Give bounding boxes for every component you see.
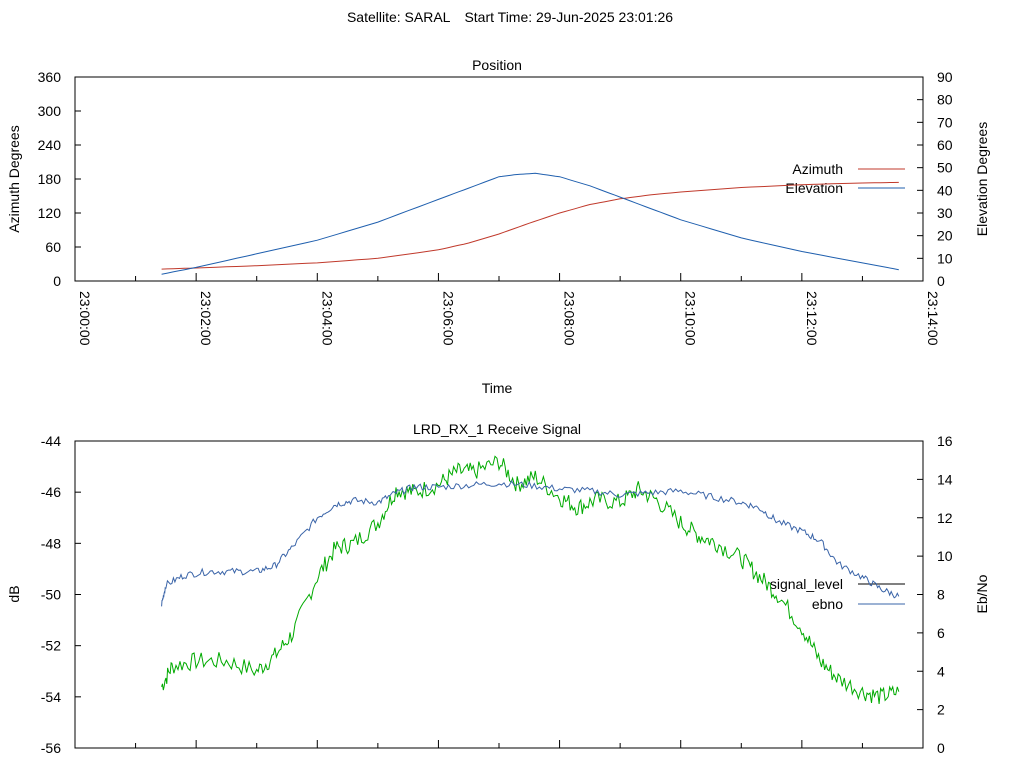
position-chart-title: Position xyxy=(472,57,522,73)
signal-y2-tick-label: 8 xyxy=(937,587,945,603)
header-start-time: Start Time: 29-Jun-2025 23:01:26 xyxy=(464,9,673,25)
position-series-azimuth xyxy=(161,181,899,270)
position-x-tick-label: 23:12:00 xyxy=(804,291,820,346)
signal-y2-tick-label: 12 xyxy=(937,510,953,526)
receive-signal-chart: LRD_RX_1 Receive Signal dB Eb/No signal_… xyxy=(6,421,990,756)
header-satellite: Satellite: SARAL xyxy=(347,9,451,25)
position-y2-tick-label: 0 xyxy=(937,273,945,289)
position-y2-tick-label: 50 xyxy=(937,160,953,176)
position-series-elevation xyxy=(161,172,899,275)
position-chart: Position Azimuth Degrees Elevation Degre… xyxy=(6,57,990,396)
position-y-tick-label: 360 xyxy=(38,69,62,85)
signal-y-tick-label: -44 xyxy=(41,433,61,449)
position-y2-tick-label: 30 xyxy=(937,205,953,221)
position-y-tick-label: 240 xyxy=(38,137,62,153)
position-y-axis-label: Azimuth Degrees xyxy=(6,125,22,232)
position-y2-tick-label: 40 xyxy=(937,182,953,198)
signal-y2-tick-label: 6 xyxy=(937,625,945,641)
position-x-tick-label: 23:08:00 xyxy=(562,291,578,346)
position-x-tick-label: 23:06:00 xyxy=(440,291,456,346)
position-x-tick-label: 23:04:00 xyxy=(319,291,335,346)
position-y-tick-label: 180 xyxy=(38,171,62,187)
position-y2-axis-label: Elevation Degrees xyxy=(974,122,990,236)
signal-y2-tick-label: 10 xyxy=(937,548,953,564)
position-y-tick-label: 120 xyxy=(38,205,62,221)
signal-y2-tick-label: 16 xyxy=(937,433,953,449)
signal-y-tick-label: -46 xyxy=(41,484,61,500)
signal-y-tick-label: -54 xyxy=(41,689,61,705)
legend-ebno-label: ebno xyxy=(812,596,843,612)
signal-y2-axis-label: Eb/No xyxy=(974,574,990,613)
position-y-tick-label: 60 xyxy=(45,239,61,255)
signal-y-tick-label: -48 xyxy=(41,535,61,551)
position-x-tick-label: 23:00:00 xyxy=(77,291,93,346)
signal-y2-tick-label: 2 xyxy=(937,702,945,718)
legend-signal-level-label: signal_level xyxy=(770,576,843,592)
signal-y2-tick-label: 14 xyxy=(937,471,953,487)
position-y2-tick-label: 60 xyxy=(937,137,953,153)
signal-y-tick-label: -56 xyxy=(41,740,61,756)
legend-elevation-label: Elevation xyxy=(785,180,843,196)
signal-series-ebno xyxy=(161,479,900,607)
position-x-tick-label: 23:10:00 xyxy=(683,291,699,346)
signal-y2-tick-label: 4 xyxy=(937,663,945,679)
signal-y-tick-label: -50 xyxy=(41,587,61,603)
position-y-tick-label: 300 xyxy=(38,103,62,119)
signal-y-axis-label: dB xyxy=(6,585,22,602)
signal-chart-title: LRD_RX_1 Receive Signal xyxy=(413,421,581,437)
signal-series-signal-level xyxy=(161,455,900,704)
legend-azimuth-label: Azimuth xyxy=(792,161,843,177)
position-y2-tick-label: 80 xyxy=(937,92,953,108)
figure-header: Satellite: SARAL Start Time: 29-Jun-2025 … xyxy=(347,9,673,25)
position-y-tick-label: 0 xyxy=(53,273,61,289)
position-y2-tick-label: 10 xyxy=(937,250,953,266)
signal-y2-tick-label: 0 xyxy=(937,740,945,756)
position-x-tick-label: 23:14:00 xyxy=(925,291,941,346)
position-y2-tick-label: 20 xyxy=(937,228,953,244)
position-y2-tick-label: 90 xyxy=(937,69,953,85)
position-x-axis-label: Time xyxy=(482,380,513,396)
position-x-tick-label: 23:02:00 xyxy=(198,291,214,346)
signal-y-tick-label: -52 xyxy=(41,638,61,654)
position-y2-tick-label: 70 xyxy=(937,114,953,130)
